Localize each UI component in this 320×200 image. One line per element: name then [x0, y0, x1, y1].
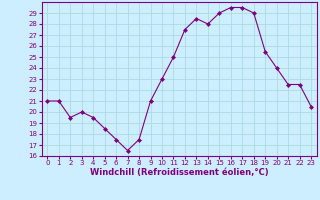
X-axis label: Windchill (Refroidissement éolien,°C): Windchill (Refroidissement éolien,°C): [90, 168, 268, 177]
